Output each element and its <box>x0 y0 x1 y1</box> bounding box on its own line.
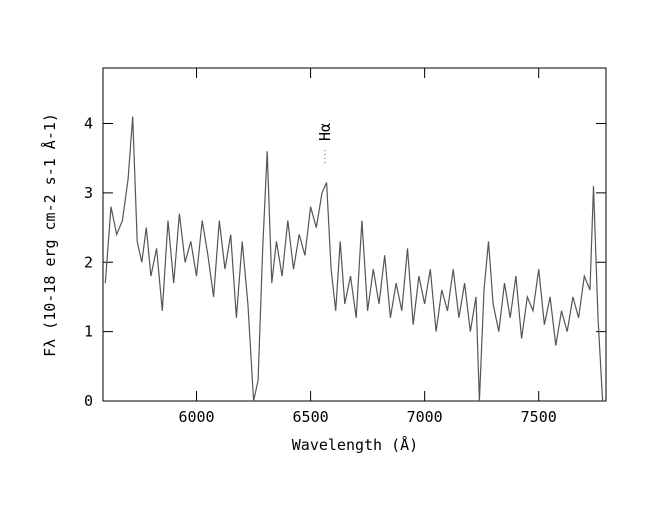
y-tick-label: 4 <box>84 115 93 133</box>
y-tick-label: 2 <box>84 253 93 271</box>
y-tick-label: 3 <box>84 184 93 202</box>
y-axis-label: Fλ (10-18 erg cm-2 s-1 Å-1) <box>40 113 59 357</box>
x-tick-label: 6000 <box>178 408 214 426</box>
x-tick-label: 7500 <box>521 408 557 426</box>
y-tick-label: 0 <box>84 392 93 410</box>
annotation-label: Hα <box>316 123 334 141</box>
y-tick-label: 1 <box>84 323 93 341</box>
x-axis-label: Wavelength (Å) <box>292 435 418 454</box>
x-tick-label: 6500 <box>293 408 329 426</box>
x-tick-label: 7000 <box>407 408 443 426</box>
spectrum-line <box>104 116 604 402</box>
plot-frame <box>102 67 607 402</box>
